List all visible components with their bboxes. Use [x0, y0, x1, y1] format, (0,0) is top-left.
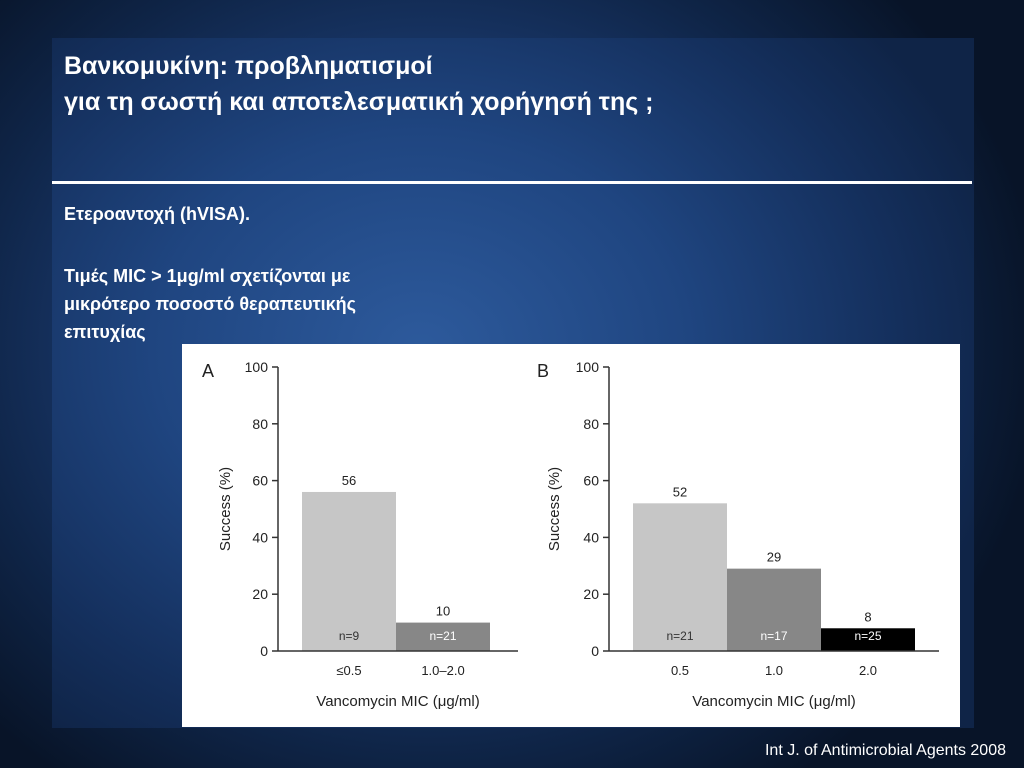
chart-b-n-label-0: n=21 — [666, 629, 693, 643]
chart-a-x-tick-label-0: ≤0.5 — [336, 663, 361, 678]
title-line-1: Βανκομυκίνη: προβληματισμοί — [64, 52, 433, 80]
chart-b-y-tick-label-3: 60 — [583, 473, 599, 489]
chart-a-panel-label: A — [202, 361, 214, 381]
charts-svg: A56n=9≤0.510n=211.0–2.0020406080100Succe… — [202, 359, 939, 710]
chart-a-y-tick-label-4: 80 — [252, 416, 268, 432]
chart-b-data-label-1: 29 — [767, 550, 781, 565]
chart-b-data-label-2: 8 — [864, 609, 871, 624]
chart-a-x-tick-label-1: 1.0–2.0 — [421, 663, 464, 678]
slide-title: Βανκομυκίνη: προβληματισμοί για τη σωστή… — [64, 48, 964, 120]
bullet-hvisa: Ετεροαντοχή (hVISA). — [64, 204, 251, 224]
chart-b-bar-1 — [727, 568, 821, 651]
chart-a-n-label-1: n=21 — [429, 629, 456, 643]
chart-b-y-tick-label-4: 80 — [583, 416, 599, 432]
chart-b-y-tick-label-2: 40 — [583, 529, 599, 545]
chart-a-x-axis-title: Vancomycin MIC (μg/ml) — [316, 693, 479, 710]
chart-a-bar-1 — [396, 622, 490, 651]
bullet-mic: Τιμές MIC > 1μg/ml σχετίζονται με μικρότ… — [64, 262, 356, 346]
chart-a-y-tick-label-0: 0 — [260, 643, 268, 659]
chart-a-n-label-0: n=9 — [339, 629, 360, 643]
chart-a-bar-0 — [302, 491, 396, 651]
chart-a-data-label-1: 10 — [436, 604, 450, 619]
chart-a-y-tick-label-3: 60 — [252, 473, 268, 489]
chart-a-y-tick-label-5: 100 — [245, 359, 269, 375]
chart-b-n-label-1: n=17 — [760, 629, 787, 643]
chart-b-y-tick-label-0: 0 — [591, 643, 599, 659]
chart-b-y-tick-label-5: 100 — [576, 359, 600, 375]
chart-a-data-label-0: 56 — [342, 473, 356, 488]
chart-a-y-tick-label-2: 40 — [252, 529, 268, 545]
chart-b-data-label-0: 52 — [673, 484, 687, 499]
chart-b-bar-0 — [633, 503, 727, 651]
title-divider — [52, 181, 972, 184]
chart-b-y-axis-title: Success (%) — [546, 467, 563, 551]
chart-b-x-axis-title: Vancomycin MIC (μg/ml) — [692, 693, 855, 710]
chart-b-n-label-2: n=25 — [854, 629, 881, 643]
chart-panel: A 56 n=9 ≤0.5 10 n=21 1.0–2.0 0 20 40 60 80 100 Succe… — [182, 344, 960, 727]
chart-a-y-tick-label-1: 20 — [252, 586, 268, 602]
chart-b-panel-label: B — [537, 361, 549, 381]
chart-b-bar-2 — [821, 628, 915, 651]
bullet-mic-line-2: μικρότερο ποσοστό θεραπευτικής — [64, 294, 357, 314]
citation: Int J. of Antimicrobial Agents 2008 — [764, 742, 1006, 759]
chart-a-y-axis-title: Success (%) — [217, 467, 234, 551]
chart-b-x-tick-label-0: 0.5 — [671, 663, 689, 678]
bullet-mic-line-3: επιτυχίας — [64, 322, 146, 342]
title-line-2: για τη σωστή και αποτελεσματική χορήγησή… — [64, 88, 654, 116]
chart-b-x-tick-label-1: 1.0 — [765, 663, 783, 678]
bullet-mic-line-1: Τιμές MIC > 1μg/ml σχετίζονται με — [64, 266, 351, 286]
chart-b-y-tick-label-1: 20 — [583, 586, 599, 602]
chart-b-x-tick-label-2: 2.0 — [859, 663, 877, 678]
